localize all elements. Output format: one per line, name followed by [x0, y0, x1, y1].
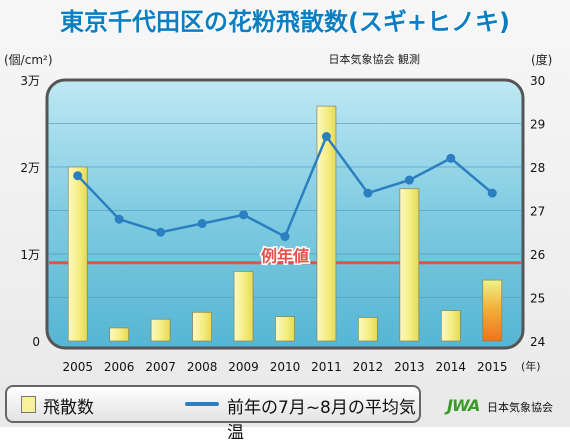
right-tick-label: 26: [530, 248, 545, 262]
legend: 飛散数 前年の7月~8月の平均気温: [5, 385, 421, 443]
reference-line-label: 例年値: [261, 247, 309, 266]
right-axis-unit: (度): [531, 53, 553, 67]
legend-line-swatch: [185, 402, 219, 406]
temperature-point-2012: [363, 188, 373, 198]
temperature-point-2014: [446, 153, 456, 163]
bar-series: [67, 105, 503, 342]
bar-2007: [150, 318, 171, 342]
left-tick-label: 0: [32, 335, 40, 349]
axis-labels: 2005 2006 2007 2008 2009 2010 2011 2012 2013 2014…: [20, 74, 545, 374]
bar-2005: [67, 166, 88, 342]
right-tick-label: 28: [530, 161, 545, 175]
legend-line-label: 前年の7月~8月の平均気温: [227, 398, 416, 443]
right-tick-label: 29: [530, 118, 545, 132]
bar-2014: [440, 310, 461, 342]
right-tick-label: 30: [530, 74, 545, 88]
chart-canvas: 例年値 2005 2006 2007 2008 2009 2010 2011 2012 2013…: [20, 74, 545, 374]
right-tick-label: 24: [530, 335, 545, 349]
x-tick-label: 2013: [394, 360, 425, 374]
jwa-logo: JWA: [447, 396, 480, 415]
chart-title: 東京千代田区の花粉飛散数(スギ+ヒノキ): [59, 8, 511, 36]
legend-bar-swatch: [21, 396, 36, 413]
temperature-point-2009: [239, 210, 249, 220]
x-tick-label: 2014: [436, 360, 467, 374]
bar-2008: [192, 311, 212, 342]
grid-lines: [49, 123, 521, 298]
x-tick-label: 2007: [145, 360, 176, 374]
right-tick-label: 27: [530, 205, 545, 219]
x-tick-label: 2009: [228, 360, 259, 374]
left-tick-label: 2万: [20, 161, 40, 175]
x-tick-label: 2012: [353, 360, 384, 374]
data-source: 日本気象協会 観測: [328, 53, 421, 66]
x-axis-unit: (年): [521, 360, 541, 373]
x-tick-label: 2008: [187, 360, 218, 374]
temperature-point-2015: [487, 188, 497, 198]
bar-2011: [316, 105, 337, 342]
left-axis-unit: (個/cm²): [4, 53, 53, 67]
temperature-point-2011: [321, 132, 331, 142]
bar-2012: [358, 317, 378, 342]
x-tick-label: 2015: [477, 360, 508, 374]
left-tick-label: 1万: [20, 248, 40, 262]
x-tick-label: 2010: [270, 360, 301, 374]
bar-2015: [482, 279, 503, 342]
temperature-point-2008: [197, 219, 207, 229]
bar-2010: [275, 316, 295, 342]
temperature-point-2007: [156, 227, 166, 237]
organization-credit: JWA 日本気象協会: [447, 396, 569, 418]
x-tick-label: 2006: [104, 360, 135, 374]
temperature-point-2013: [404, 175, 414, 185]
temperature-point-2006: [114, 214, 124, 224]
organization-name: 日本気象協会: [487, 401, 553, 414]
temperature-point-2005: [73, 171, 83, 181]
bar-2013: [399, 188, 420, 342]
x-tick-label: 2011: [311, 360, 342, 374]
temperature-point-2010: [280, 232, 290, 242]
plot-area: [45, 78, 525, 350]
legend-bar-label: 飛散数: [43, 398, 94, 418]
temperature-series: [73, 132, 497, 242]
x-tick-label: 2005: [62, 360, 93, 374]
right-tick-label: 25: [530, 292, 545, 306]
left-tick-label: 3万: [20, 74, 40, 88]
bar-2009: [233, 271, 254, 342]
reference-layer: 例年値: [49, 245, 521, 267]
bar-2006: [109, 327, 130, 342]
